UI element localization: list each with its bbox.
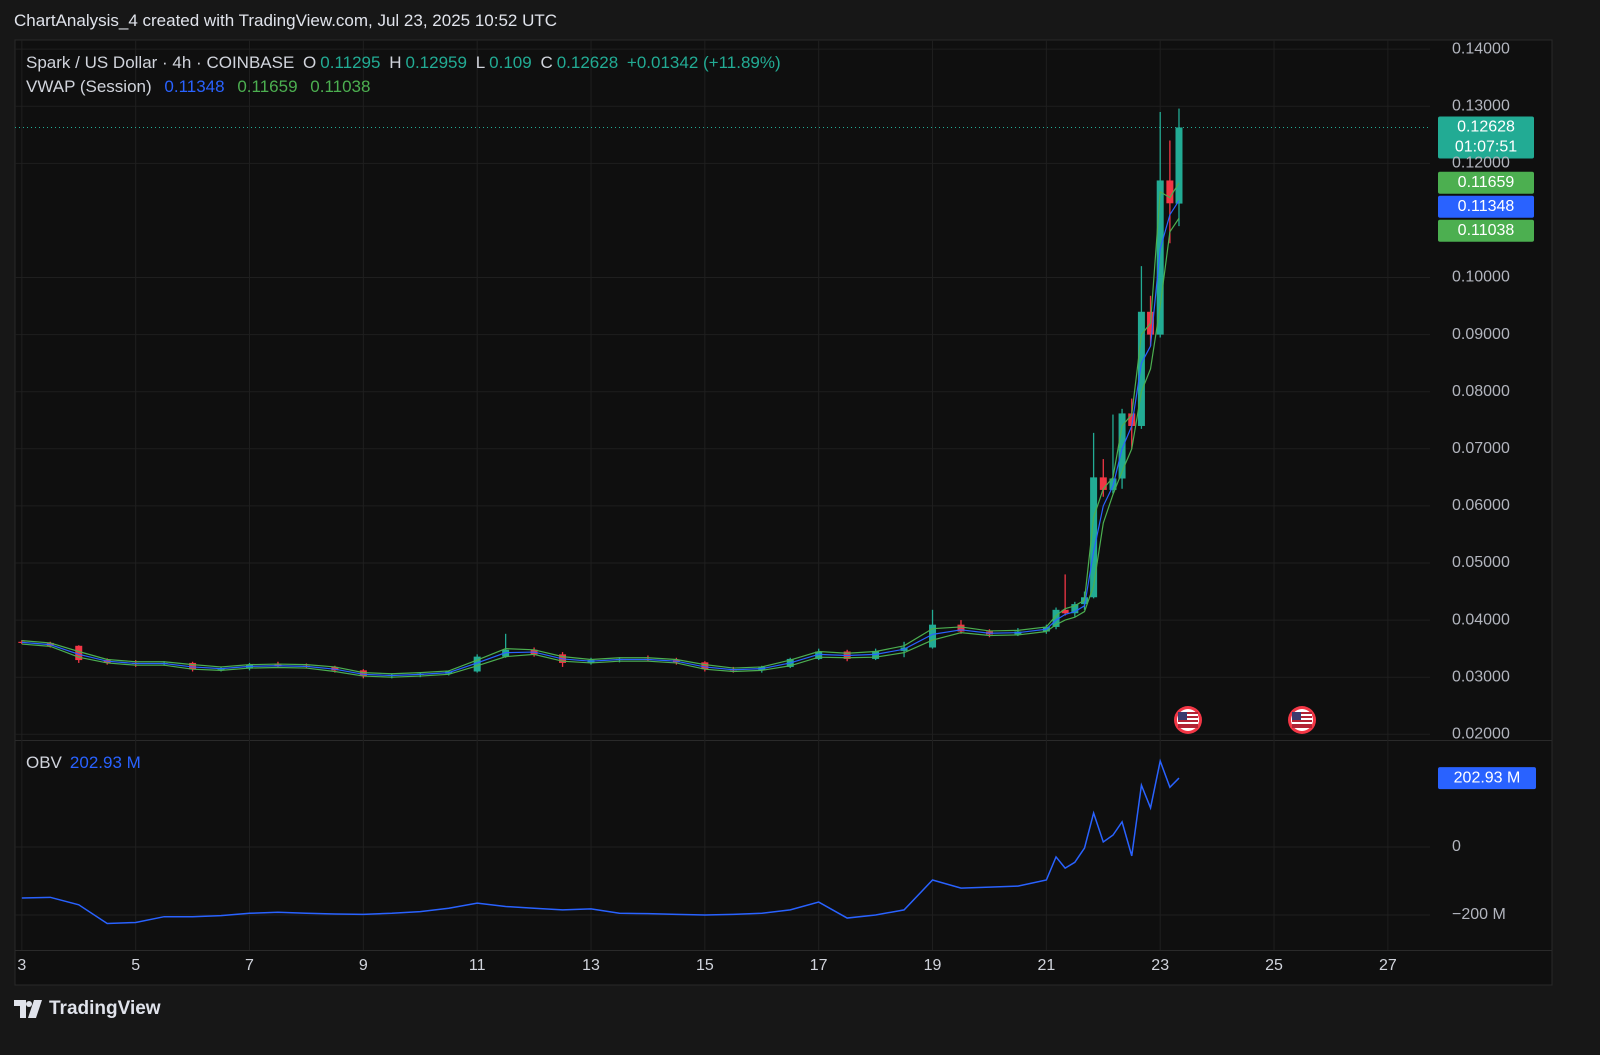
candle-body <box>701 662 709 670</box>
candle-body <box>1118 413 1126 479</box>
x-tick-label: 25 <box>1265 957 1283 974</box>
x-tick-label: 19 <box>924 957 942 974</box>
value-tag <box>1438 767 1536 790</box>
y-tick-label: 0.02000 <box>1452 726 1510 743</box>
candle-body <box>929 624 937 648</box>
y-tick-label: 0.13000 <box>1452 97 1510 114</box>
header-title: ChartAnalysis_4 created with TradingView… <box>14 11 558 30</box>
x-tick-label: 23 <box>1151 957 1169 974</box>
ohlc-key: O <box>303 53 317 72</box>
ohlc-value: 0.109 <box>489 53 532 72</box>
event-flag <box>1174 706 1202 734</box>
symbol: Spark / US Dollar · 4h · COINBASE <box>26 53 295 72</box>
candle-body <box>1137 311 1145 426</box>
x-tick-label: 11 <box>469 957 486 974</box>
price-tag <box>1438 171 1534 194</box>
y-tick-label: 0.12000 <box>1452 155 1510 172</box>
x-tick-label: 21 <box>1037 957 1055 974</box>
candle-body <box>1090 477 1098 598</box>
x-tick-label: 7 <box>245 957 254 974</box>
candle-body <box>75 645 83 661</box>
candle-body <box>18 641 26 643</box>
y-tick-label: 0.04000 <box>1452 611 1510 628</box>
x-tick-label: 17 <box>810 957 828 974</box>
brand: TradingView <box>49 998 161 1019</box>
y-tick-label: 0.07000 <box>1452 440 1510 457</box>
x-tick-label: 3 <box>17 957 26 974</box>
indicator-value: 202.93 M <box>69 753 141 772</box>
candle-body <box>957 624 965 632</box>
y-tick-label: 0 <box>1452 838 1461 855</box>
price-tag-label: 0.11038 <box>1458 222 1515 239</box>
countdown: 01:07:51 <box>1455 139 1517 156</box>
ohlc-key: H <box>389 53 402 72</box>
value-tag-label: 202.93 M <box>1454 769 1521 786</box>
x-tick-label: 9 <box>359 957 368 974</box>
y-tick-label: −200 M <box>1452 906 1506 923</box>
change: +0.01342 (+11.89%) <box>626 53 781 72</box>
x-tick-label: 5 <box>131 957 140 974</box>
y-tick-label: 0.05000 <box>1452 554 1510 571</box>
footer: TradingView <box>14 998 161 1020</box>
marks <box>15 108 1430 925</box>
indicator-value: 0.11348 <box>164 77 225 96</box>
ohlc-value: 0.12959 <box>405 53 467 72</box>
y-tick-label: 0.06000 <box>1452 497 1510 514</box>
x-tick-label: 15 <box>696 957 714 974</box>
legend-row: Spark / US Dollar · 4h · COINBASE O 0.112… <box>26 51 785 75</box>
candle-body <box>1061 609 1069 614</box>
ohlc-key: L <box>475 53 486 72</box>
obv-line <box>21 758 1180 925</box>
price-tags: 0.12628 01:07:51 0.11659 0.11348 0.11038 202.… <box>1438 116 1536 790</box>
vwap-line <box>21 200 1180 677</box>
indicator-name: VWAP (Session) <box>26 77 152 96</box>
grid <box>15 40 1430 950</box>
y-tick-label: 0.09000 <box>1452 326 1510 343</box>
ohlc-value: 0.11295 <box>320 53 381 72</box>
indicator-value: 0.11038 <box>310 77 371 96</box>
y-tick-label: 0.14000 <box>1452 40 1510 57</box>
candle-body <box>815 651 823 659</box>
event-flag <box>1288 706 1316 734</box>
y-tick-label: 0.03000 <box>1452 668 1510 685</box>
candle-body <box>1175 127 1183 204</box>
x-tick-label: 27 <box>1379 957 1397 974</box>
logo <box>14 1000 42 1018</box>
price-tag <box>1438 116 1534 159</box>
ohlc-key: C <box>540 53 553 72</box>
price-tag-label: 0.11348 <box>1458 198 1515 215</box>
y-tick-label: 0.10000 <box>1452 269 1510 286</box>
legend: OBV 202.93 M <box>26 753 149 773</box>
vwap-line <box>21 217 1180 678</box>
price-tag-label: 0.11659 <box>1458 174 1515 191</box>
legend: Spark / US Dollar · 4h · COINBASE O 0.112… <box>26 51 785 99</box>
candle-body <box>1128 413 1136 426</box>
candle-body <box>1071 604 1079 614</box>
price-tag <box>1438 219 1534 242</box>
price-tag-label: 0.12628 <box>1457 119 1515 136</box>
price-tag <box>1438 195 1534 218</box>
candle-body <box>189 662 197 670</box>
legend-row: VWAP (Session) 0.11348 0.11659 0.11038 <box>26 75 785 99</box>
candle-body <box>1099 477 1107 490</box>
candle-body <box>1052 609 1060 627</box>
candle-body <box>1156 180 1164 335</box>
indicator-name: OBV <box>26 753 62 772</box>
ohlc-value: 0.12628 <box>556 53 619 72</box>
chart-frame <box>14 39 1553 986</box>
candle-body <box>473 656 481 672</box>
candle-body <box>1166 180 1174 204</box>
vwap-line <box>21 182 1180 675</box>
x-tick-label: 13 <box>582 957 600 974</box>
indicator-value: 0.11659 <box>237 77 298 96</box>
y-tick-label: 0.08000 <box>1452 383 1510 400</box>
